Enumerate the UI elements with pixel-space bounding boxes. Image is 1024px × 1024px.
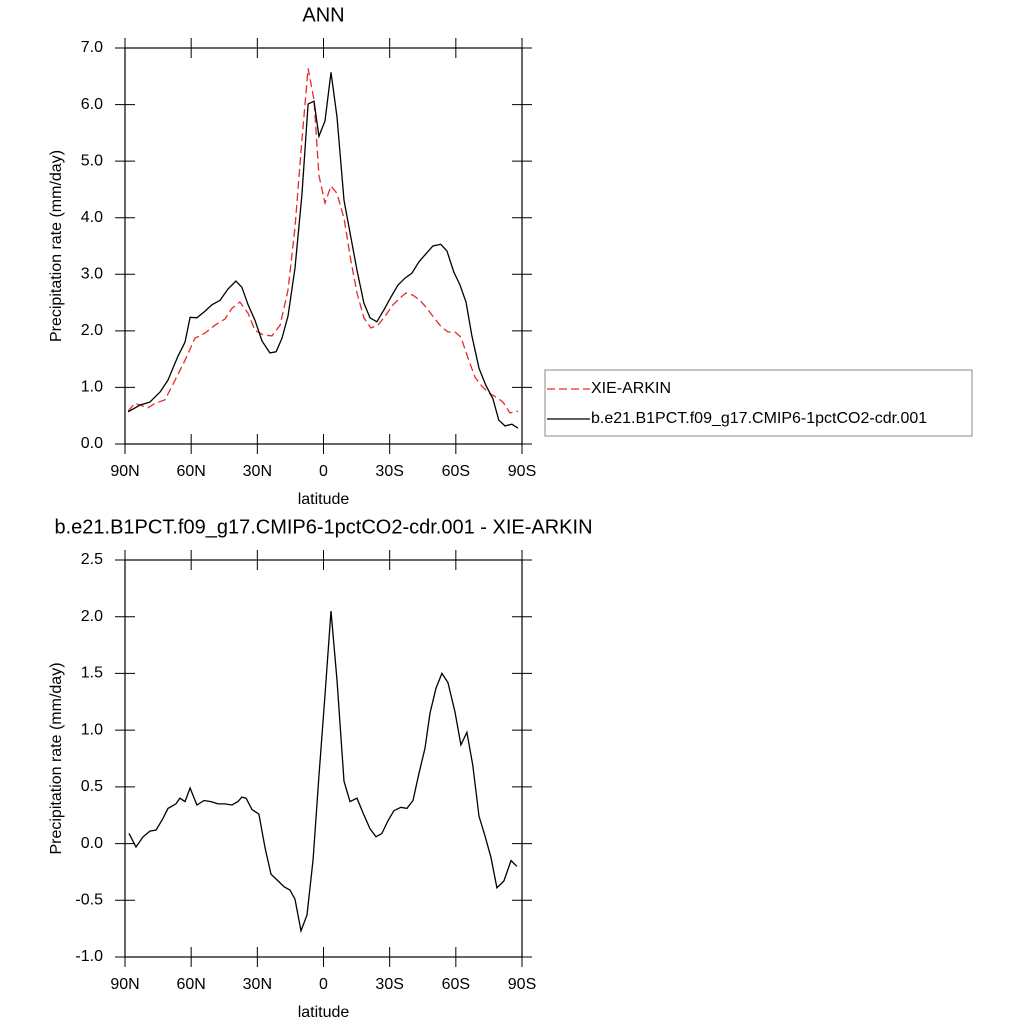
- x-tick-label: 60N: [176, 463, 205, 480]
- x-tick-label: 90S: [508, 463, 536, 480]
- y-tick-label: 0.5: [81, 778, 103, 795]
- y-tick-label: 6.0: [81, 96, 103, 113]
- x-tick-label: 30N: [243, 463, 272, 480]
- x-axis-label: latitude: [298, 1004, 350, 1021]
- chart-title: b.e21.B1PCT.f09_g17.CMIP6-1pctCO2-cdr.00…: [54, 516, 592, 538]
- x-tick-label: 30S: [375, 976, 403, 993]
- y-axis-label: Precipitation rate (mm/day): [48, 150, 65, 342]
- plot-frame: [124, 559, 523, 958]
- y-tick-label: 1.5: [81, 665, 103, 682]
- x-tick-label: 90N: [110, 976, 139, 993]
- y-tick-label: 7.0: [81, 39, 103, 56]
- chart-title: ANN: [302, 4, 344, 26]
- y-tick-label: 1.0: [81, 721, 103, 738]
- y-tick-label: 4.0: [81, 209, 103, 226]
- y-tick-label: 0.0: [81, 435, 103, 452]
- y-tick-label: 0.0: [81, 835, 103, 852]
- x-tick-label: 60S: [442, 463, 470, 480]
- x-tick-label: 60N: [176, 976, 205, 993]
- data-line: [128, 610, 518, 934]
- x-tick-label: 0: [319, 463, 328, 480]
- legend-label: XIE-ARKIN: [591, 380, 671, 397]
- y-axis-label: Precipitation rate (mm/day): [48, 662, 65, 854]
- y-tick-label: 5.0: [81, 152, 103, 169]
- y-tick-label: 2.5: [81, 551, 103, 568]
- x-axis-label: latitude: [298, 491, 350, 508]
- x-tick-label: 0: [319, 976, 328, 993]
- x-tick-label: 60S: [442, 976, 470, 993]
- legend-label: b.e21.B1PCT.f09_g17.CMIP6-1pctCO2-cdr.00…: [591, 410, 927, 427]
- legend-box: [544, 369, 973, 437]
- y-tick-label: -1.0: [75, 948, 103, 965]
- y-tick-label: 3.0: [81, 266, 103, 283]
- data-line: [127, 72, 519, 429]
- x-tick-label: 90N: [110, 463, 139, 480]
- data-line: [127, 68, 519, 414]
- x-tick-label: 30N: [243, 976, 272, 993]
- y-tick-label: -0.5: [75, 892, 103, 909]
- x-tick-label: 90S: [508, 976, 536, 993]
- y-tick-label: 2.0: [81, 608, 103, 625]
- y-tick-label: 2.0: [81, 322, 103, 339]
- y-tick-label: 1.0: [81, 379, 103, 396]
- plot-frame: [124, 47, 523, 445]
- x-tick-label: 30S: [375, 463, 403, 480]
